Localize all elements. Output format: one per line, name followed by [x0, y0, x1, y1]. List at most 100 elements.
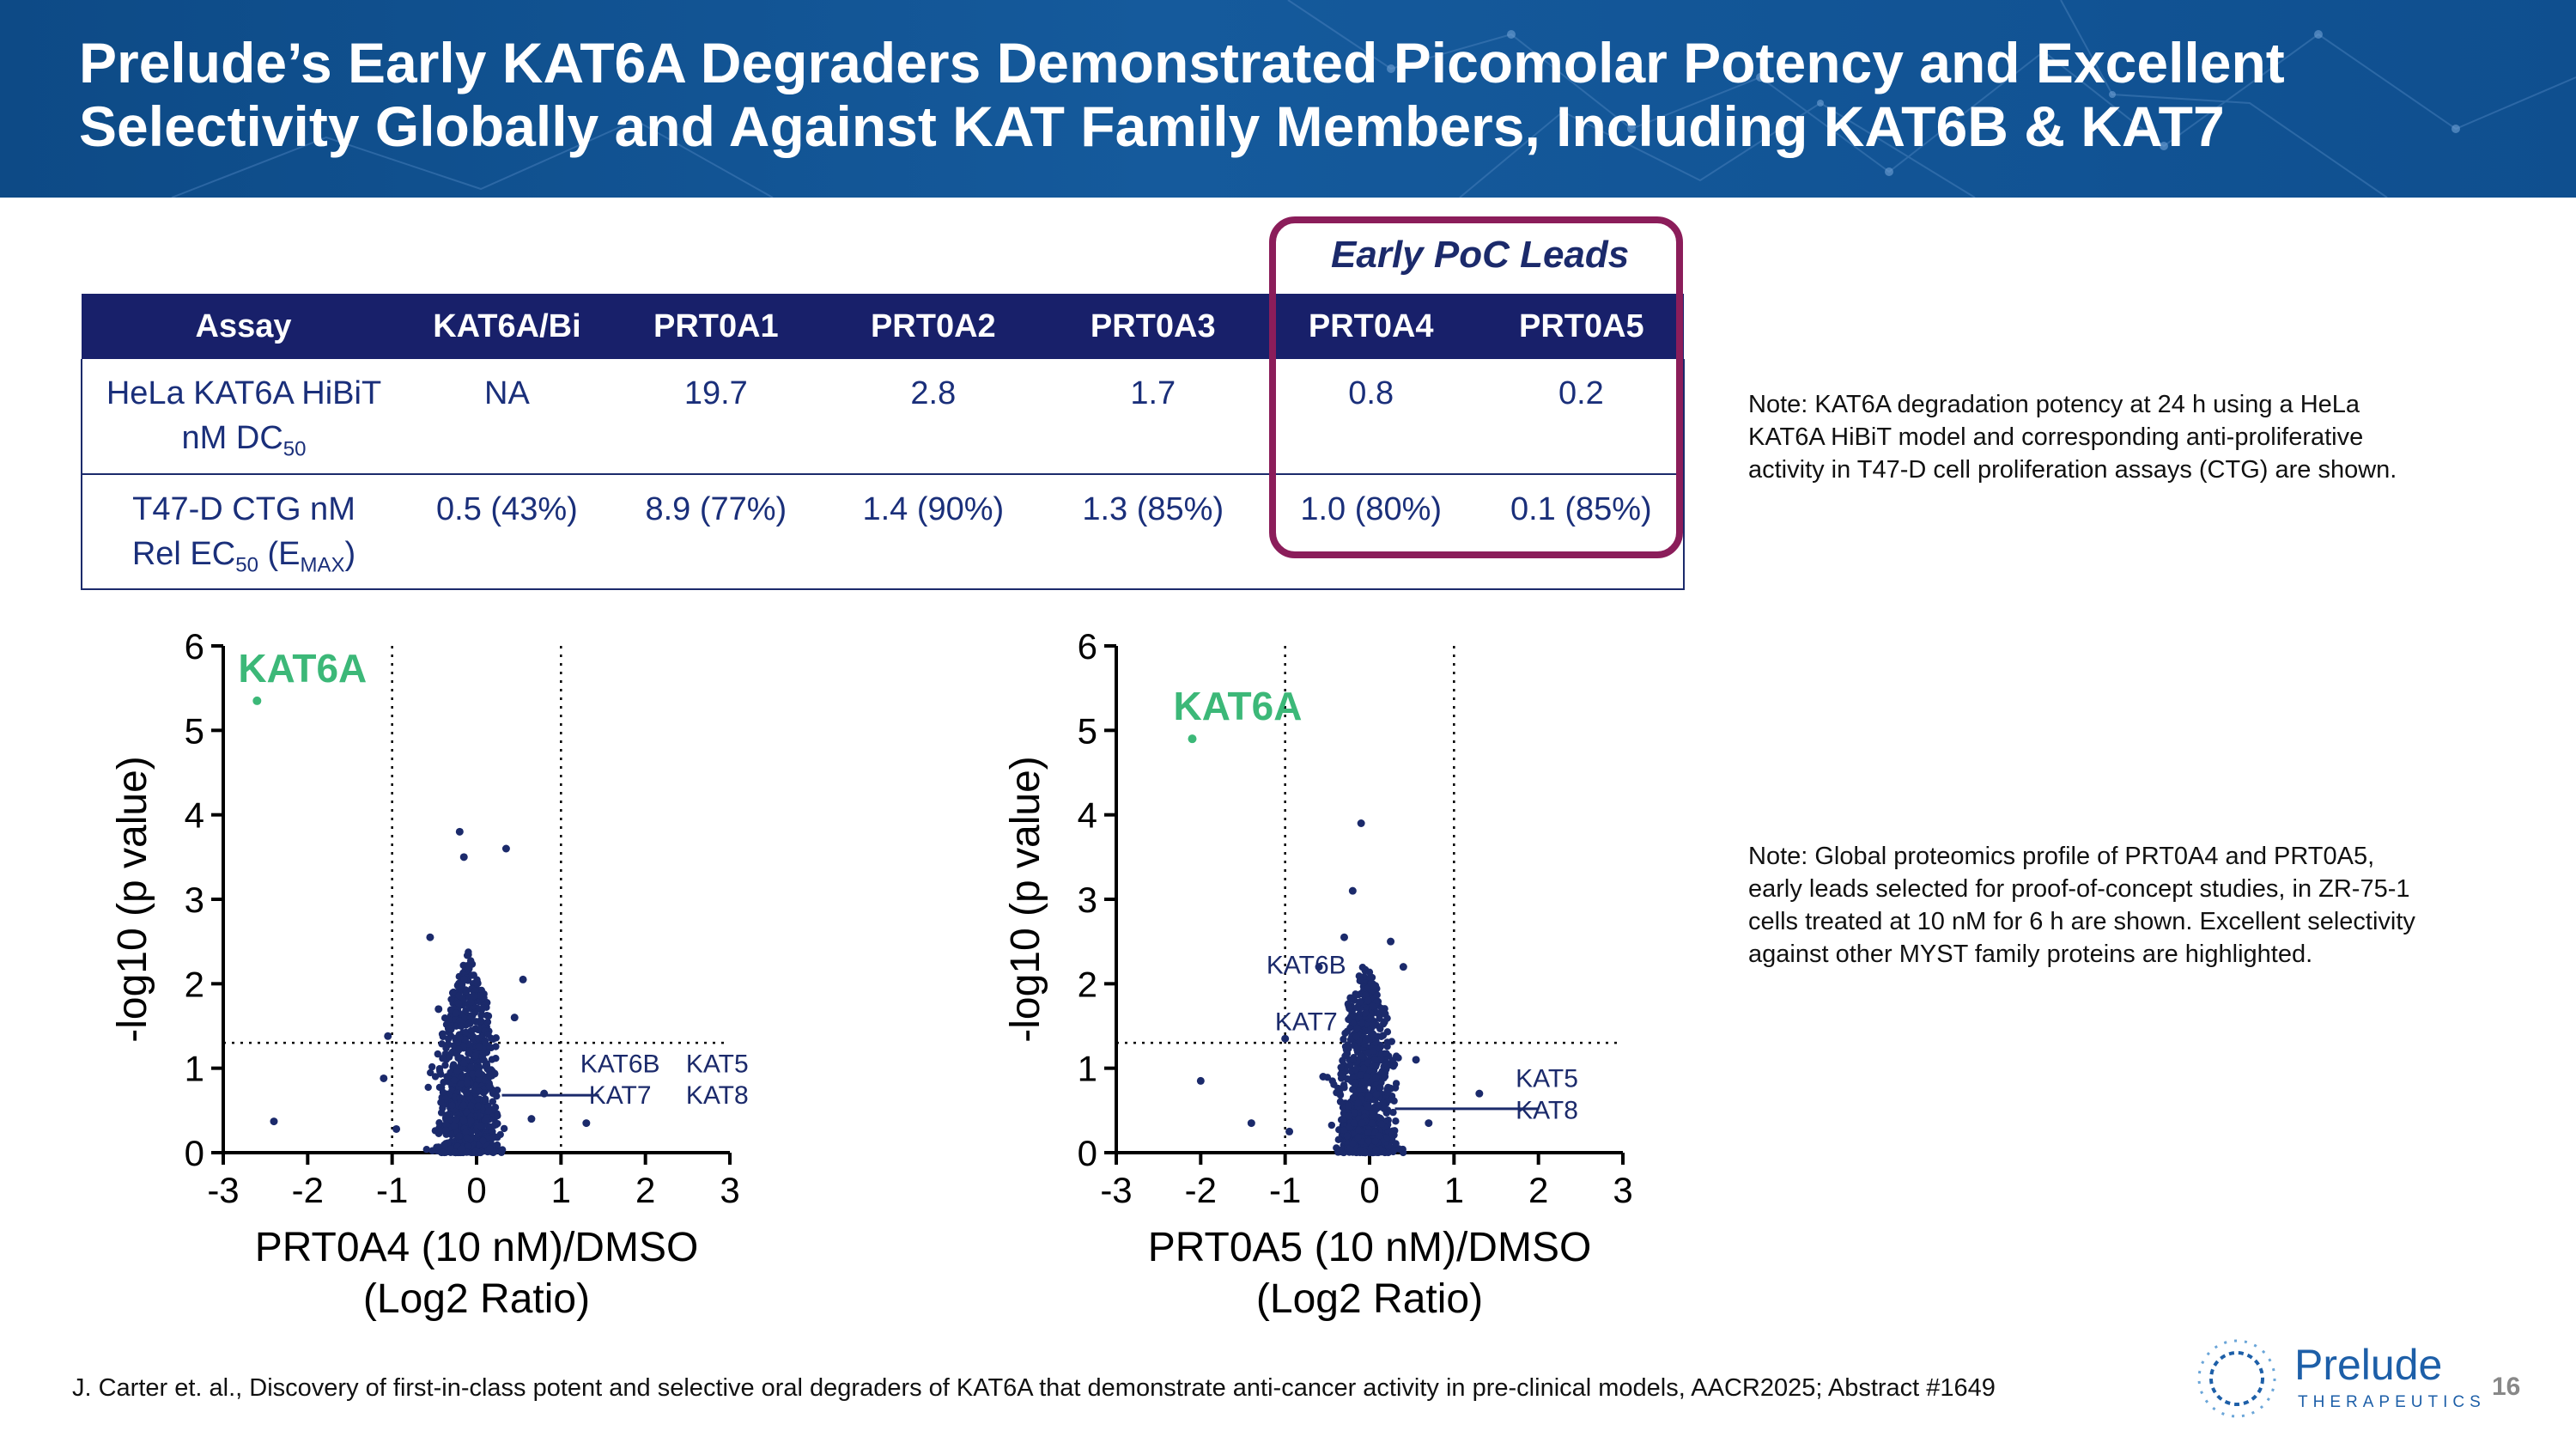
data-point: [459, 1117, 468, 1125]
data-point: [463, 988, 471, 995]
data-point: [428, 1147, 436, 1154]
data-point: [475, 1148, 483, 1157]
data-point: [1383, 1014, 1391, 1022]
table-cell: 0.8: [1262, 359, 1479, 475]
col-header-prt0a2: PRT0A2: [823, 294, 1043, 359]
note-line: against other MYST family proteins are h…: [1748, 941, 2313, 968]
data-point: [489, 1134, 497, 1142]
data-point: [1382, 1109, 1391, 1117]
data-point: [1354, 1126, 1363, 1135]
data-point: [1337, 1075, 1346, 1082]
table-row: T47-D CTG nM Rel EC50 (EMAX) 0.5 (43%) 8…: [80, 473, 1686, 591]
data-point: [1340, 933, 1348, 941]
data-point: [527, 1115, 536, 1123]
note-potency: Note: KAT6A degradation potency at 24 h …: [1748, 388, 2397, 486]
data-point: [483, 1018, 492, 1026]
note-line: activity in T47-D cell proliferation ass…: [1748, 456, 2397, 484]
volcano-plot-prt0a5: 0 1 2 3 4 5 6 -3 -2 -1 0 1 2 3 PRT0A5 (10 nM)/DMSO (Log…: [1003, 626, 1633, 1322]
data-point: [442, 1121, 450, 1129]
data-point: [455, 1132, 463, 1141]
data-point: [1366, 973, 1374, 982]
data-point: [493, 1092, 501, 1100]
data-point: [439, 1148, 447, 1156]
data-point: [442, 1044, 450, 1052]
x-tick-label: 1: [551, 1170, 571, 1210]
protein-annotation-label: KAT5: [686, 1050, 749, 1079]
data-point: [1357, 819, 1365, 827]
data-point: [1352, 1079, 1359, 1087]
y-tick-label: 3: [1078, 880, 1097, 920]
data-point: [582, 1119, 591, 1128]
x-tick-label: 2: [635, 1170, 655, 1210]
data-point: [484, 1031, 492, 1038]
data-point: [465, 1142, 472, 1150]
data-point: [434, 1143, 442, 1151]
data-point: [1370, 1047, 1377, 1056]
data-point: [463, 1079, 471, 1087]
data-point: [482, 1038, 489, 1047]
data-point: [441, 1062, 449, 1069]
assay-name-line2: nM DC: [181, 420, 283, 456]
data-point: [1383, 1088, 1392, 1096]
table-cell: 2.8: [823, 359, 1043, 475]
note-line: Note: KAT6A degradation potency at 24 h …: [1748, 391, 2360, 418]
data-point: [1247, 1119, 1255, 1128]
data-point: [1365, 968, 1374, 977]
data-point: [1349, 1055, 1357, 1063]
title-line-1: Prelude’s Early KAT6A Degraders Demonstr…: [79, 31, 2285, 94]
early-poc-leads-label: Early PoC Leads: [1331, 234, 1630, 276]
page-number: 16: [2492, 1373, 2521, 1401]
data-point: [1364, 996, 1372, 1005]
data-point: [459, 1101, 468, 1110]
note-line: Note: Global proteomics profile of PRT0A…: [1748, 843, 2375, 870]
data-point: [452, 1009, 460, 1017]
data-point: [481, 1095, 489, 1103]
protein-annotation-label: KAT6B: [1267, 952, 1346, 980]
data-point: [1353, 1045, 1361, 1054]
y-tick-label: 1: [185, 1049, 204, 1089]
x-axis-label-units: (Log2 Ratio): [363, 1276, 590, 1322]
assay-table: Assay KAT6A/Bi PRT0A1 PRT0A2 PRT0A3 PRT0…: [80, 294, 1686, 591]
table-cell: 0.1 (85%): [1479, 473, 1686, 591]
y-tick-label: 5: [185, 710, 204, 751]
data-point: [1336, 1091, 1345, 1099]
assay-name-line2: Rel EC: [131, 535, 236, 572]
data-point: [1383, 1061, 1391, 1068]
data-point: [456, 1093, 464, 1101]
data-point: [477, 992, 485, 1000]
data-point: [501, 844, 510, 853]
data-point: [439, 1055, 447, 1062]
kat6a-data-point: [1188, 734, 1197, 744]
data-point: [1392, 1117, 1400, 1125]
assay-subscript: 50: [235, 553, 258, 577]
data-point: [1354, 1133, 1362, 1142]
data-point: [448, 1101, 456, 1110]
data-point: [486, 1145, 494, 1153]
y-axis-label: -log10 (p value): [110, 756, 155, 1043]
y-tick-label: 5: [1078, 710, 1097, 751]
data-point: [1340, 1082, 1348, 1091]
data-point: [1327, 1121, 1336, 1129]
data-point: [1387, 937, 1395, 946]
data-point: [1340, 1126, 1348, 1135]
data-point: [463, 1089, 471, 1097]
x-tick-label: -3: [1100, 1170, 1132, 1210]
table-cell: 1.4 (90%): [823, 473, 1043, 591]
data-point: [473, 978, 482, 986]
data-point: [457, 1022, 465, 1030]
col-header-prt0a5: PRT0A5: [1479, 294, 1684, 359]
y-tick-label: 3: [185, 880, 204, 920]
logo-subtitle: THERAPEUTICS: [2298, 1393, 2486, 1411]
data-point: [455, 827, 464, 836]
x-axis-label-units: (Log2 Ratio): [1256, 1276, 1483, 1322]
citation-footer: J. Carter et. al., Discovery of first-in…: [72, 1374, 1996, 1402]
data-point: [1374, 1101, 1382, 1110]
data-point: [470, 992, 477, 1001]
data-point: [428, 1062, 436, 1071]
data-point: [1365, 1093, 1373, 1100]
data-point: [1343, 1132, 1351, 1140]
data-point: [453, 1067, 461, 1075]
data-point: [1343, 1027, 1352, 1035]
x-axis-label: PRT0A5 (10 nM)/DMSO: [1148, 1225, 1592, 1270]
data-point: [426, 933, 434, 941]
